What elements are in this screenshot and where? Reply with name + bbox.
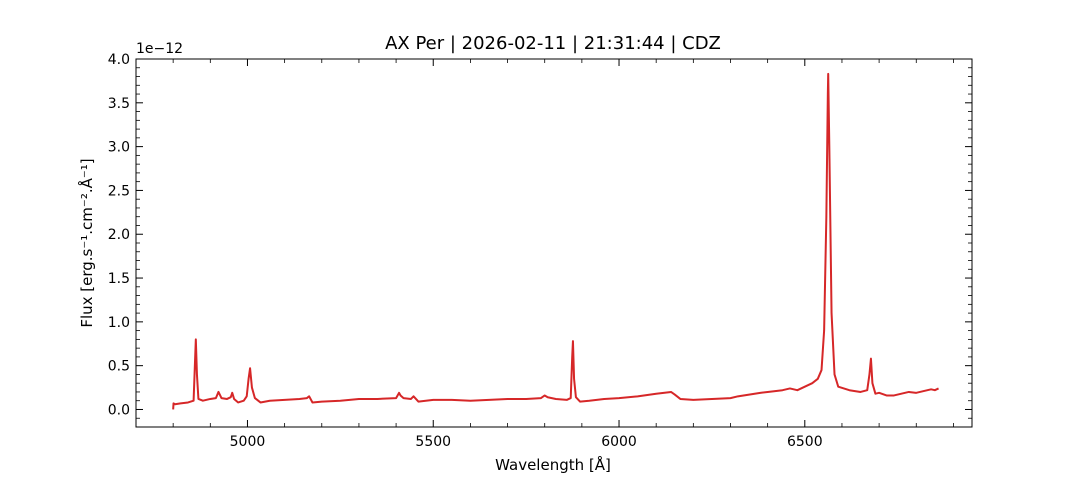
y-tick-label: 0.0 (108, 402, 130, 418)
chart-title: AX Per | 2026-02-11 | 21:31:44 | CDZ (385, 33, 721, 54)
y-tick-label: 3.0 (108, 140, 130, 156)
x-axis-ticks: 5000 5500 6000 6500 (135, 59, 954, 450)
y-tick-label: 2.0 (108, 227, 130, 243)
y-tick-label: 4.0 (108, 52, 130, 68)
series-line-spectrum (172, 72, 939, 410)
y-tick-label: 2.5 (108, 183, 130, 199)
x-tick-label: 6500 (787, 434, 823, 450)
x-tick-label: 6000 (601, 434, 637, 450)
y-tick-label: 1.5 (108, 271, 130, 287)
x-tick-label: 5000 (230, 434, 266, 450)
y-axis-ticks: 0.0 0.5 1.0 1.5 2.0 2.5 3.0 3.5 4.0 (108, 52, 972, 428)
y-axis-label: Flux [erg.s⁻¹.cm⁻².Å⁻¹] (77, 158, 96, 327)
y-tick-label: 1.0 (108, 315, 130, 331)
y-tick-label: 3.5 (108, 96, 130, 112)
x-tick-label: 5500 (415, 434, 451, 450)
plot-area-frame (135, 58, 973, 428)
y-offset-label: 1e−12 (136, 41, 183, 57)
y-tick-label: 0.5 (108, 359, 130, 375)
x-axis-label: Wavelength [Å] (495, 455, 611, 474)
